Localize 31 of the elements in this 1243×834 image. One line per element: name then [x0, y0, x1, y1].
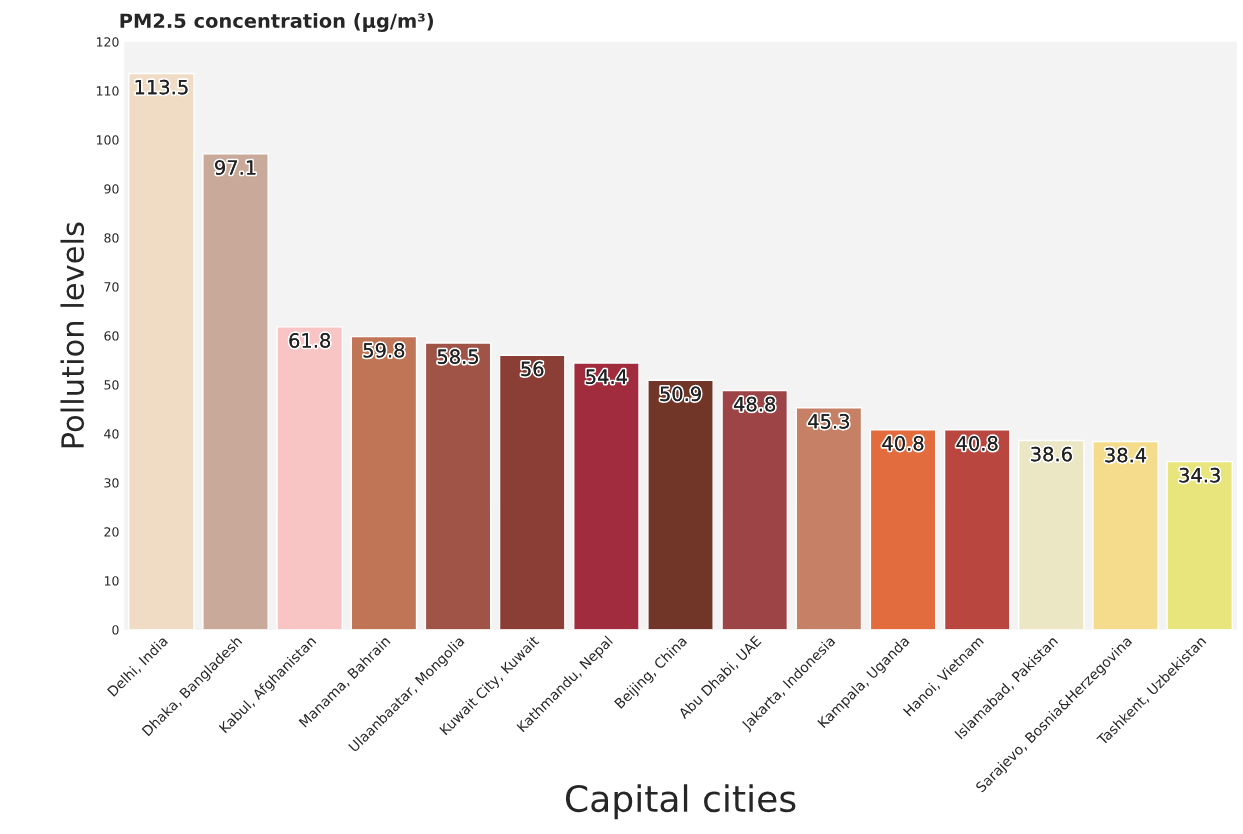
data-label: 40.8: [882, 435, 924, 451]
data-label: 40.8: [956, 435, 998, 451]
data-label: 58.5: [437, 349, 478, 364]
y-tick-label: 10: [104, 576, 119, 586]
y-tick-label: 120: [96, 37, 119, 47]
data-label: 59.8: [363, 342, 405, 358]
data-label: 38.4: [1105, 447, 1147, 463]
y-tick-label: 70: [104, 282, 119, 292]
data-label: 45.3: [808, 413, 849, 429]
y-tick-label: 30: [104, 478, 119, 488]
y-tick-label: 50: [104, 380, 119, 390]
y-tick-label: 0: [112, 625, 119, 635]
y-tick-label: 80: [104, 233, 119, 243]
data-label: 97.1: [215, 160, 256, 175]
data-label: 48.8: [734, 396, 776, 412]
data-label: 38.6: [1031, 446, 1072, 462]
data-label: 50.9: [660, 386, 701, 402]
y-tick-label: 90: [104, 184, 119, 194]
data-label: 61.8: [289, 333, 331, 348]
data-label: 54.4: [586, 369, 627, 385]
data-label: 34.3: [1179, 467, 1220, 483]
y-tick-label: 60: [104, 331, 119, 341]
y-tick-label: 110: [96, 86, 119, 96]
data-label: 113.5: [135, 79, 188, 95]
y-tick-label: 20: [104, 527, 119, 537]
y-tick-label: 100: [96, 135, 119, 145]
y-tick-label: 40: [104, 429, 119, 439]
data-label: 56: [521, 361, 544, 377]
chart-title: PM2.5 concentration (µg/m³): [120, 13, 433, 33]
x-axis-title: Capital cities: [565, 784, 796, 820]
y-axis-title: Pollution levels: [60, 222, 85, 448]
